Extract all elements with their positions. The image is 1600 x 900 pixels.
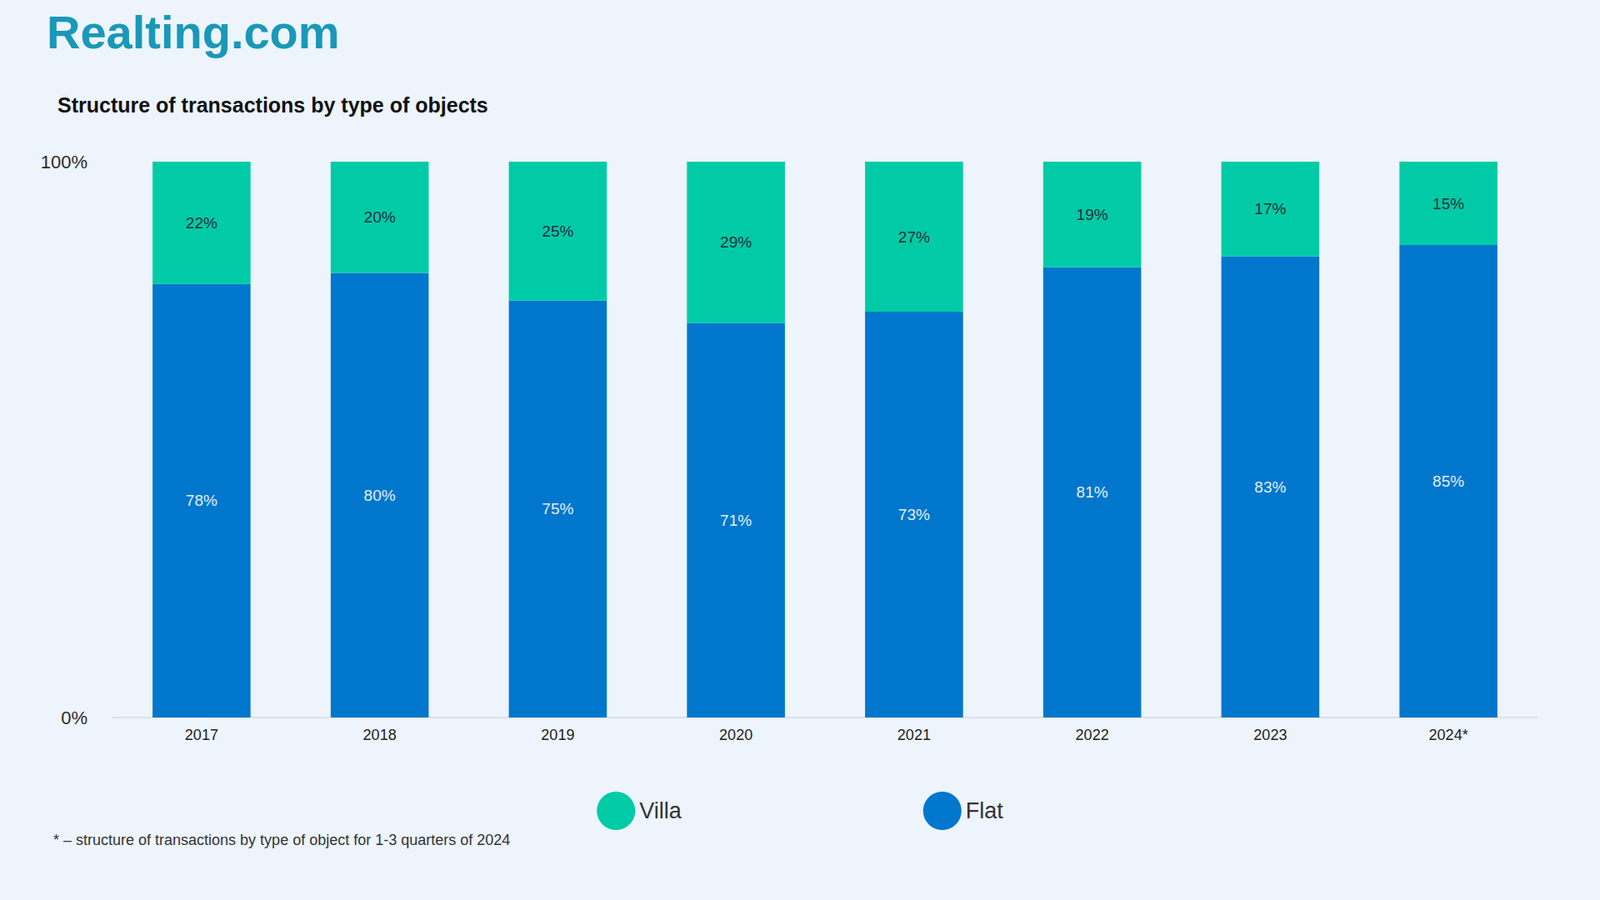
svg-text:2018: 2018: [363, 726, 397, 744]
svg-text:20%: 20%: [364, 208, 396, 226]
svg-text:2020: 2020: [719, 726, 753, 744]
svg-text:2021: 2021: [897, 726, 931, 744]
svg-text:83%: 83%: [1254, 478, 1286, 496]
svg-text:2017: 2017: [185, 726, 219, 744]
svg-text:2024*: 2024*: [1429, 726, 1469, 744]
svg-text:85%: 85%: [1432, 472, 1465, 490]
svg-text:15%: 15%: [1432, 195, 1465, 213]
svg-text:* – structure of transactions: * – structure of transactions by type of…: [53, 831, 510, 849]
svg-text:19%: 19%: [1076, 205, 1109, 224]
svg-text:81%: 81%: [1076, 483, 1109, 501]
svg-text:Flat: Flat: [965, 798, 1005, 824]
svg-text:17%: 17%: [1254, 200, 1286, 218]
svg-text:2019: 2019: [540, 726, 575, 744]
svg-text:2022: 2022: [1075, 726, 1110, 744]
svg-text:22%: 22%: [185, 214, 218, 232]
svg-text:71%: 71%: [720, 511, 752, 530]
svg-text:2023: 2023: [1253, 726, 1287, 744]
svg-text:0%: 0%: [60, 707, 88, 729]
svg-text:78%: 78%: [185, 491, 218, 510]
svg-text:73%: 73%: [898, 505, 930, 524]
svg-text:27%: 27%: [898, 228, 930, 246]
svg-text:25%: 25%: [541, 222, 574, 240]
svg-text:75%: 75%: [541, 500, 574, 518]
svg-text:29%: 29%: [720, 233, 752, 251]
svg-text:Realting.com: Realting.com: [46, 5, 340, 59]
svg-text:Villa: Villa: [639, 798, 683, 824]
svg-text:Structure of transactions by t: Structure of transactions by type of obj…: [57, 93, 489, 117]
svg-text:100%: 100%: [40, 151, 88, 173]
svg-text:80%: 80%: [364, 486, 396, 505]
